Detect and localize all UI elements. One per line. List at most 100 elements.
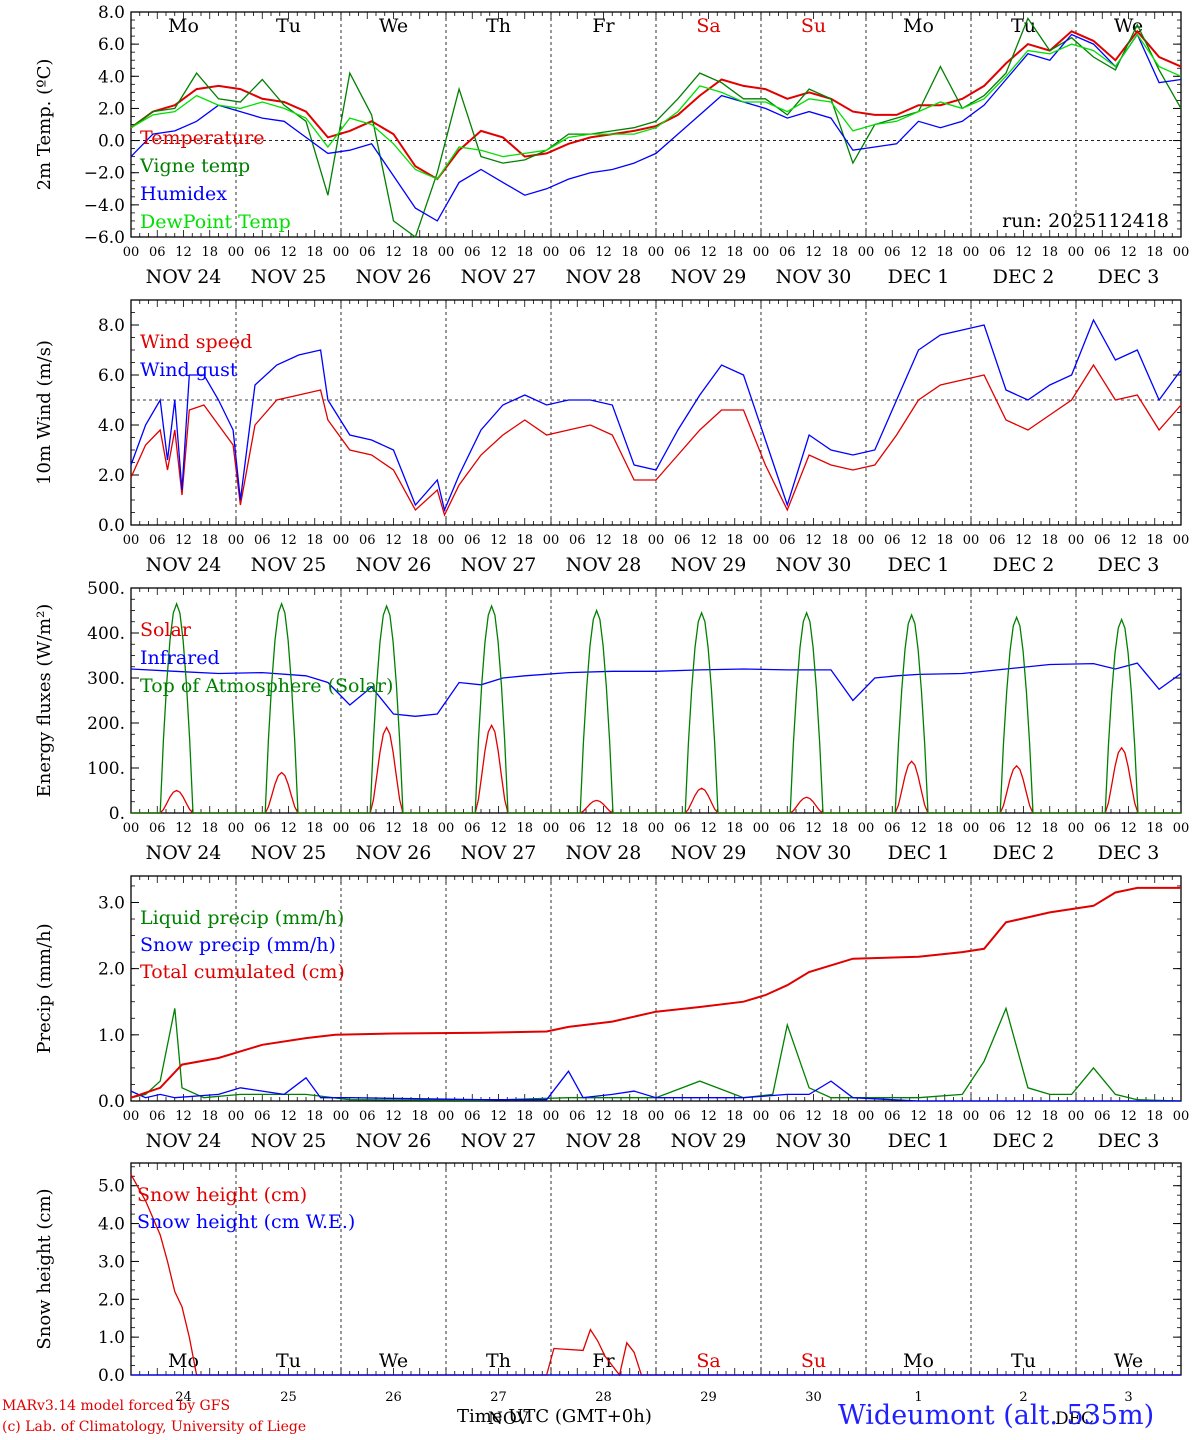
y-tick-label: −6.0 — [84, 228, 125, 248]
hour-label: 00 — [123, 821, 140, 836]
weekday-label: Tu — [1011, 1350, 1036, 1372]
hour-label: 00 — [858, 821, 875, 836]
date-label: DEC 1 — [888, 554, 950, 576]
date-label: NOV 26 — [356, 266, 432, 288]
weekday-label: We — [1114, 15, 1143, 37]
hour-label: 06 — [569, 821, 586, 836]
y-tick-label: 1.0 — [98, 1328, 125, 1348]
series-line-wind-speed — [130, 363, 1182, 517]
date-label: NOV 27 — [461, 842, 537, 864]
hour-label: 12 — [1015, 1109, 1032, 1124]
date-label: NOV 29 — [671, 266, 747, 288]
hour-label: 00 — [648, 821, 665, 836]
hour-label: 12 — [280, 533, 297, 548]
day-number-label: 29 — [700, 1390, 717, 1405]
y-tick-label: −2.0 — [84, 164, 125, 184]
hour-label: 06 — [779, 245, 796, 260]
legend-entry: Wind gust — [140, 359, 238, 381]
hour-label: 06 — [674, 1109, 691, 1124]
series-line-snow-height-cm- — [130, 1174, 1181, 1377]
hour-label: 12 — [1015, 821, 1032, 836]
hour-label: 00 — [963, 245, 980, 260]
date-label: NOV 25 — [251, 842, 327, 864]
hour-label: 18 — [936, 245, 953, 260]
day-number-label: 2 — [1019, 1390, 1027, 1405]
hour-label: 18 — [201, 821, 218, 836]
hour-label: 00 — [1068, 821, 1085, 836]
hour-label: 00 — [228, 245, 245, 260]
legend-entry: Vigne temp — [139, 155, 250, 177]
hour-label: 12 — [910, 821, 927, 836]
y-axis-label: Precip (mm/h) — [34, 923, 55, 1053]
hour-label: 00 — [648, 1109, 665, 1124]
y-axis-label: 2m Temp. (ºC) — [34, 59, 55, 191]
y-tick-label: 100. — [87, 759, 125, 779]
hour-label: 06 — [464, 533, 481, 548]
hour-label: 18 — [306, 245, 323, 260]
date-label: NOV 25 — [251, 554, 327, 576]
hour-label: 00 — [543, 821, 560, 836]
hour-label: 00 — [858, 533, 875, 548]
day-number-label: 30 — [805, 1390, 822, 1405]
hour-label: 00 — [1173, 821, 1190, 836]
hour-label: 18 — [1146, 245, 1163, 260]
hour-label: 12 — [1120, 533, 1137, 548]
date-label: DEC 3 — [1098, 842, 1160, 864]
date-label: DEC 2 — [993, 266, 1055, 288]
hour-label: 12 — [280, 821, 297, 836]
hour-label: 18 — [306, 821, 323, 836]
station-name: Wideumont (alt. 535m) — [838, 1400, 1155, 1431]
hour-label: 00 — [1173, 1109, 1190, 1124]
date-label: NOV 25 — [251, 266, 327, 288]
hour-label: 18 — [1146, 1109, 1163, 1124]
hour-label: 06 — [779, 533, 796, 548]
legend-entry: Temperature — [140, 127, 264, 149]
day-number-label: 27 — [490, 1390, 507, 1405]
date-label: NOV 24 — [146, 1130, 222, 1152]
hour-label: 18 — [516, 821, 533, 836]
hour-label: 12 — [700, 245, 717, 260]
hour-label: 00 — [753, 533, 770, 548]
legend-entry: Wind speed — [140, 331, 252, 353]
hour-label: 18 — [936, 821, 953, 836]
hour-label: 00 — [858, 1109, 875, 1124]
hour-label: 00 — [648, 245, 665, 260]
hour-label: 06 — [1094, 245, 1111, 260]
hour-label: 06 — [359, 821, 376, 836]
hour-label: 12 — [700, 533, 717, 548]
hour-label: 00 — [543, 1109, 560, 1124]
x-axis-title: Time UTC (GMT+0h) — [457, 1406, 652, 1427]
hour-label: 18 — [831, 821, 848, 836]
y-axis-label: 10m Wind (m/s) — [34, 340, 55, 485]
y-tick-label: 2.0 — [98, 960, 125, 980]
y-tick-label: 0.0 — [98, 516, 125, 536]
date-label: NOV 24 — [146, 266, 222, 288]
hour-label: 12 — [910, 1109, 927, 1124]
weekday-label: Su — [801, 1350, 826, 1372]
y-tick-label: 4.0 — [98, 67, 125, 87]
hour-label: 06 — [989, 1109, 1006, 1124]
hour-label: 12 — [385, 821, 402, 836]
hour-label: 06 — [464, 245, 481, 260]
x-overlay-label: NOV — [488, 1409, 530, 1429]
copyright-credit: (c) Lab. of Climatology, University of L… — [2, 1419, 307, 1435]
hour-label: 00 — [1173, 533, 1190, 548]
date-label: DEC 2 — [993, 1130, 1055, 1152]
hour-label: 06 — [884, 821, 901, 836]
y-tick-label: 4.0 — [98, 416, 125, 436]
hour-label: 00 — [648, 533, 665, 548]
y-tick-label: 300. — [87, 669, 125, 689]
hour-label: 06 — [254, 245, 271, 260]
y-tick-label: −4.0 — [84, 196, 125, 216]
hour-label: 06 — [884, 533, 901, 548]
hour-label: 00 — [438, 821, 455, 836]
hour-label: 06 — [779, 1109, 796, 1124]
y-tick-label: 6.0 — [98, 366, 125, 386]
hour-label: 00 — [123, 1109, 140, 1124]
hour-label: 00 — [438, 1109, 455, 1124]
day-number-label: 25 — [280, 1390, 297, 1405]
hour-label: 00 — [1068, 533, 1085, 548]
hour-label: 18 — [831, 533, 848, 548]
legend-entry: Snow precip (mm/h) — [140, 934, 336, 956]
hour-label: 06 — [569, 533, 586, 548]
